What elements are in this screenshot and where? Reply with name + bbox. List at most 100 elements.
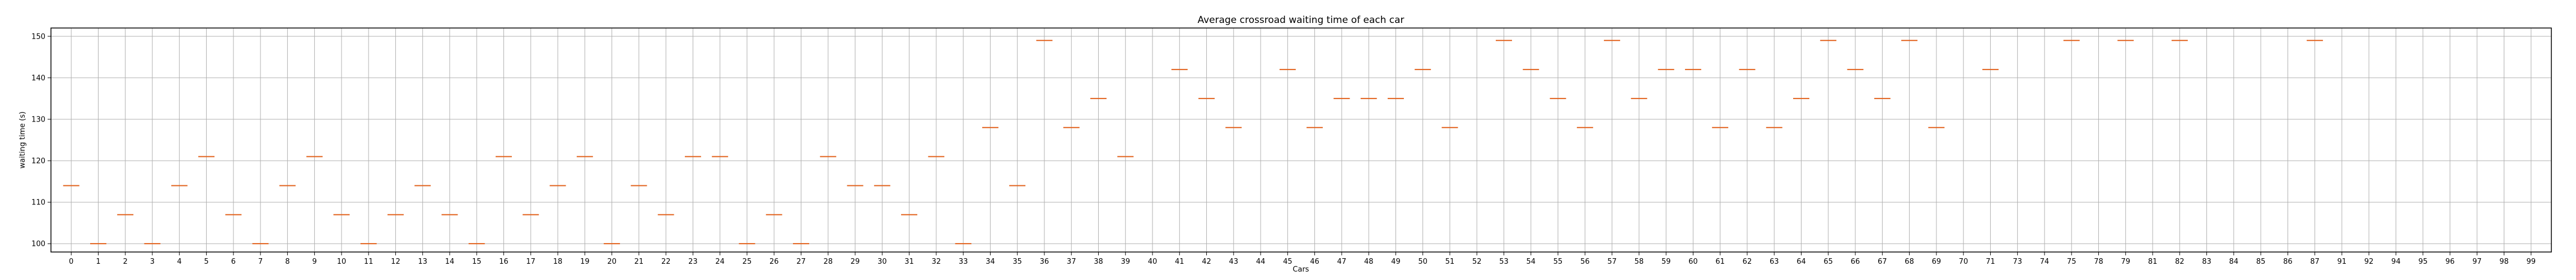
x-tick-label: 75 [2067, 258, 2076, 266]
y-tick-label: 130 [31, 115, 45, 124]
x-tick-label: 86 [2283, 258, 2293, 266]
x-tick-label: 5 [204, 258, 208, 266]
x-tick-label: 36 [1040, 258, 1049, 266]
x-tick-label: 2 [123, 258, 128, 266]
x-tick-label: 97 [2472, 258, 2482, 266]
x-tick-label: 16 [499, 258, 508, 266]
x-tick-label: 74 [2040, 258, 2050, 266]
x-tick-label: 78 [2094, 258, 2103, 266]
chart-title: Average crossroad waiting time of each c… [1197, 15, 1404, 26]
x-tick-label: 84 [2229, 258, 2239, 266]
x-tick-label: 94 [2391, 258, 2401, 266]
x-tick-label: 38 [1094, 258, 1103, 266]
x-tick-label: 56 [1580, 258, 1590, 266]
x-tick-label: 1 [96, 258, 100, 266]
x-tick-label: 12 [391, 258, 400, 266]
x-tick-label: 32 [932, 258, 941, 266]
x-tick-label: 26 [769, 258, 779, 266]
x-tick-label: 57 [1607, 258, 1617, 266]
x-tick-label: 51 [1445, 258, 1455, 266]
x-tick-label: 52 [1472, 258, 1482, 266]
y-tick-label: 140 [31, 74, 45, 82]
x-tick-label: 3 [150, 258, 155, 266]
x-tick-label: 18 [553, 258, 563, 266]
x-tick-label: 61 [1715, 258, 1725, 266]
x-tick-label: 7 [258, 258, 263, 266]
x-tick-label: 58 [1635, 258, 1644, 266]
y-tick-label: 110 [31, 199, 45, 207]
y-axis-label: waiting time (s) [18, 111, 27, 169]
x-tick-label: 10 [337, 258, 347, 266]
x-tick-label: 66 [1851, 258, 1860, 266]
y-axis: 100 110 120 130 140 150 [31, 32, 51, 249]
x-tick-label: 48 [1364, 258, 1374, 266]
x-axis: 0 1 2 3 4 5 6 7 8 9 10 11 12 13 14 15 16 17 18 19 20 21 22 23 24… [69, 252, 2536, 266]
x-tick-label: 50 [1418, 258, 1427, 266]
x-tick-label: 14 [445, 258, 455, 266]
x-tick-label: 15 [472, 258, 482, 266]
x-tick-label: 49 [1391, 258, 1401, 266]
x-tick-label: 9 [312, 258, 316, 266]
x-tick-label: 28 [823, 258, 833, 266]
median-lines [63, 40, 2323, 245]
x-tick-label: 63 [1770, 258, 1779, 266]
x-tick-label: 6 [231, 258, 236, 266]
x-tick-label: 22 [661, 258, 671, 266]
x-tick-label: 41 [1175, 258, 1184, 266]
x-tick-label: 62 [1743, 258, 1752, 266]
x-tick-label: 44 [1256, 258, 1266, 266]
x-tick-label: 25 [743, 258, 752, 266]
x-tick-label: 39 [1121, 258, 1130, 266]
x-tick-label: 67 [1878, 258, 1887, 266]
x-tick-label: 83 [2202, 258, 2211, 266]
x-tick-label: 55 [1553, 258, 1563, 266]
x-tick-label: 11 [364, 258, 374, 266]
x-tick-label: 91 [2337, 258, 2347, 266]
x-tick-label: 96 [2446, 258, 2455, 266]
x-tick-label: 87 [2310, 258, 2320, 266]
x-tick-label: 53 [1499, 258, 1509, 266]
x-tick-label: 42 [1202, 258, 1211, 266]
x-tick-label: 47 [1337, 258, 1347, 266]
x-tick-label: 95 [2418, 258, 2428, 266]
x-tick-label: 0 [69, 258, 73, 266]
x-tick-label: 59 [1662, 258, 1671, 266]
x-tick-label: 35 [1012, 258, 1022, 266]
x-tick-label: 8 [285, 258, 290, 266]
x-tick-label: 34 [986, 258, 995, 266]
x-tick-label: 37 [1067, 258, 1076, 266]
plot-frame [50, 27, 2552, 253]
y-tick-label: 120 [31, 157, 45, 166]
x-tick-label: 79 [2121, 258, 2130, 266]
x-tick-label: 19 [580, 258, 590, 266]
x-tick-label: 65 [1823, 258, 1833, 266]
x-tick-label: 99 [2527, 258, 2536, 266]
x-tick-label: 4 [177, 258, 181, 266]
x-tick-label: 45 [1283, 258, 1292, 266]
x-tick-label: 40 [1148, 258, 1158, 266]
x-tick-label: 73 [2013, 258, 2022, 266]
x-axis-label: Cars [1292, 265, 1309, 274]
x-tick-label: 21 [634, 258, 644, 266]
x-tick-label: 70 [1959, 258, 1968, 266]
x-tick-label: 81 [2148, 258, 2158, 266]
x-tick-label: 82 [2175, 258, 2185, 266]
y-tick-label: 150 [31, 32, 45, 41]
x-tick-label: 31 [904, 258, 914, 266]
x-tick-label: 43 [1229, 258, 1239, 266]
x-tick-label: 92 [2364, 258, 2374, 266]
x-tick-label: 71 [1986, 258, 1995, 266]
x-tick-label: 54 [1527, 258, 1536, 266]
y-tick-label: 100 [31, 240, 45, 249]
x-tick-label: 30 [878, 258, 887, 266]
x-tick-label: 13 [418, 258, 427, 266]
x-tick-label: 20 [607, 258, 617, 266]
x-tick-label: 27 [796, 258, 806, 266]
x-tick-label: 98 [2499, 258, 2509, 266]
x-tick-label: 17 [526, 258, 536, 266]
x-tick-label: 85 [2256, 258, 2266, 266]
x-tick-label: 33 [959, 258, 968, 266]
x-tick-label: 23 [688, 258, 698, 266]
grid [51, 28, 2551, 252]
